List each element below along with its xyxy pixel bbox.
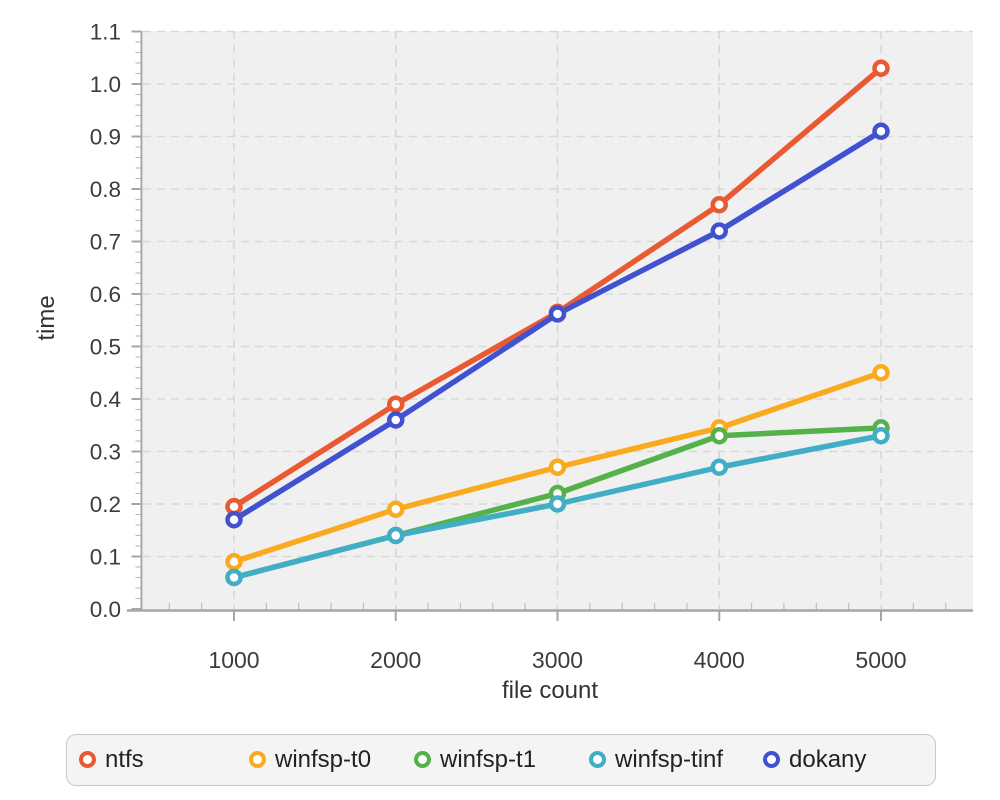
- data-point-dokany: [387, 411, 405, 429]
- y-tick-label: 0.6: [90, 282, 121, 307]
- y-tick-label: 0.3: [90, 439, 121, 464]
- x-axis-title: file count: [501, 677, 599, 704]
- y-tick-label: 0.4: [90, 387, 121, 412]
- data-point-dokany: [225, 511, 243, 529]
- data-point-winfsp-tinf: [710, 458, 728, 476]
- y-tick-label: 0.7: [90, 229, 121, 254]
- legend-marker-winfsp-tinf: [589, 751, 606, 768]
- data-point-winfsp-tinf: [387, 526, 405, 545]
- legend-label: dokany: [789, 745, 867, 773]
- legend-label: ntfs: [105, 745, 144, 773]
- x-tick-label: 5000: [855, 647, 906, 673]
- y-tick-label: 0.1: [90, 544, 121, 569]
- legend-marker-dokany: [763, 751, 780, 768]
- x-tick-label: 4000: [694, 647, 745, 673]
- data-point-winfsp-tinf: [548, 495, 567, 513]
- y-tick-label: 0.0: [90, 597, 121, 622]
- x-tick-label: 1000: [208, 647, 259, 673]
- legend-marker-ntfs: [79, 751, 96, 768]
- legend-item-winfsp-tinf: winfsp-tinf: [589, 735, 723, 784]
- y-tick-label: 0.5: [90, 334, 121, 359]
- data-point-ntfs: [710, 196, 728, 214]
- y-tick-label: 0.2: [90, 492, 121, 517]
- data-point-winfsp-t1: [710, 427, 728, 445]
- legend-item-winfsp-t0: winfsp-t0: [249, 735, 371, 784]
- legend: ntfs winfsp-t0 winfsp-t1 winfsp-tinf dokany: [66, 734, 936, 786]
- chart-svg: 0.0 0.1 0.2 0.3 0.4 0.5 0.6 0.7 0.8 0.9 1.0 1.1 1000…: [90, 19, 973, 673]
- data-point-ntfs: [872, 59, 890, 77]
- x-tick-label: 3000: [532, 647, 583, 673]
- legend-label: winfsp-tinf: [615, 745, 724, 773]
- data-point-ntfs: [387, 395, 405, 413]
- data-point-dokany: [872, 122, 890, 140]
- y-tick-label: 0.8: [90, 177, 121, 202]
- legend-marker-winfsp-t1: [414, 751, 431, 768]
- y-axis-title: time: [33, 295, 60, 341]
- legend-label: winfsp-t1: [440, 745, 537, 773]
- y-tick-label: 1.1: [90, 19, 121, 44]
- data-point-dokany: [548, 305, 567, 323]
- data-point-dokany: [710, 222, 728, 240]
- legend-label: winfsp-t0: [275, 745, 372, 773]
- legend-item-ntfs: ntfs: [79, 735, 144, 784]
- data-point-winfsp-t0: [548, 458, 567, 476]
- data-point-winfsp-tinf: [225, 568, 243, 587]
- data-point-winfsp-t0: [225, 553, 243, 571]
- data-point-winfsp-t0: [387, 500, 405, 518]
- y-tick-label: 0.9: [90, 124, 121, 149]
- legend-item-dokany: dokany: [763, 735, 866, 784]
- legend-marker-winfsp-t0: [249, 751, 266, 768]
- y-tick-label: 1.0: [90, 72, 121, 97]
- legend-item-winfsp-t1: winfsp-t1: [414, 735, 536, 784]
- x-tick-label: 2000: [370, 647, 421, 673]
- data-point-winfsp-t0: [872, 364, 890, 382]
- data-point-winfsp-tinf: [872, 427, 890, 445]
